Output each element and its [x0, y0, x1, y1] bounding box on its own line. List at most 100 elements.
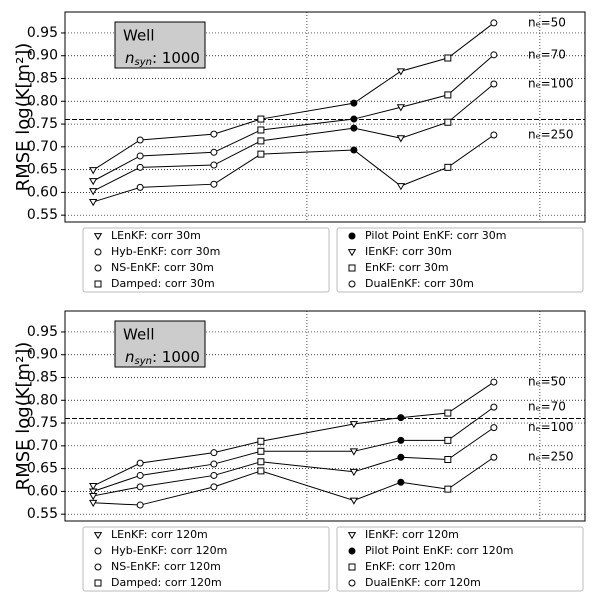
marker [490, 19, 498, 27]
marker [136, 152, 144, 160]
marker [444, 163, 452, 171]
marker [89, 188, 98, 196]
annotation-subscript: syn [135, 356, 152, 367]
marker [490, 51, 498, 59]
marker [89, 199, 98, 207]
marker [490, 80, 498, 88]
marker [257, 137, 265, 145]
series-label: nₑ=70 [528, 400, 566, 414]
marker [350, 115, 358, 123]
legend-box [336, 526, 584, 592]
series-line [92, 22, 495, 171]
marker [444, 54, 452, 62]
legend-label: Hyb-EnKF: corr 120m [111, 544, 227, 557]
marker [490, 378, 498, 386]
y-tick-label: 0.90 [27, 347, 58, 363]
legend-label: Damped: corr 120m [111, 576, 222, 589]
marker [210, 449, 218, 457]
marker [94, 280, 102, 288]
marker [89, 178, 98, 186]
y-tick-label: 0.95 [27, 324, 58, 340]
marker [210, 483, 218, 491]
y-tick-label: 0.80 [27, 93, 58, 109]
series-line [93, 456, 495, 506]
series-line [92, 381, 495, 487]
marker [136, 459, 144, 467]
marker [350, 99, 358, 107]
marker [396, 68, 406, 76]
y-tick-label: 0.60 [27, 483, 58, 499]
marker [210, 471, 218, 479]
marker [444, 485, 452, 493]
marker [89, 483, 98, 491]
marker [89, 488, 98, 496]
series-label: nₑ=100 [528, 76, 574, 90]
legend-label: NS-EnKF: corr 120m [111, 560, 221, 573]
annotation-symbol: n [125, 348, 135, 366]
marker [444, 91, 452, 99]
marker [93, 233, 103, 241]
marker [350, 146, 358, 154]
marker [257, 447, 265, 455]
marker [89, 499, 98, 508]
marker [136, 483, 144, 491]
legend-box [336, 227, 584, 293]
marker [396, 183, 406, 191]
marker [444, 409, 452, 417]
y-tick-label: 0.75 [27, 415, 58, 431]
marker [349, 468, 359, 477]
annotation-box [114, 21, 206, 69]
marker [490, 453, 498, 461]
marker [350, 124, 358, 132]
marker [93, 532, 103, 540]
y-tick-label: 0.85 [27, 370, 58, 386]
series-line [93, 427, 495, 497]
marker [136, 183, 144, 191]
legend-label: EnKF: corr 120m [365, 560, 456, 573]
series-line [93, 406, 495, 492]
series-line [92, 54, 495, 182]
marker [136, 136, 144, 144]
y-tick-label: 0.70 [27, 438, 58, 454]
y-tick-label: 0.90 [27, 48, 58, 64]
y-tick-label: 0.75 [27, 116, 58, 132]
series-label: nₑ=250 [528, 127, 574, 141]
marker [348, 579, 356, 587]
series-line [93, 134, 495, 203]
marker [257, 458, 265, 466]
series-label: nₑ=50 [528, 375, 566, 389]
marker [490, 403, 498, 411]
marker [257, 115, 265, 123]
marker [136, 471, 144, 479]
y-tick-label: 0.60 [27, 184, 58, 200]
annotation-symbol: n [125, 49, 135, 67]
marker [210, 460, 218, 468]
legend-box [82, 227, 330, 293]
series-label: nₑ=70 [528, 47, 566, 61]
series-label: nₑ=100 [528, 420, 574, 434]
marker [347, 249, 357, 257]
marker [396, 135, 406, 143]
marker [490, 131, 498, 139]
plot-frame [64, 11, 586, 223]
marker [257, 437, 265, 445]
marker [257, 467, 265, 475]
y-axis-label: RMSE log(K[m²]) [13, 342, 34, 491]
marker [94, 264, 102, 272]
marker [444, 118, 452, 126]
legend-label: IEnKF: corr 120m [365, 528, 459, 541]
marker [348, 232, 356, 240]
y-tick-label: 0.70 [27, 139, 58, 155]
legend-label: LEnKF: corr 120m [111, 528, 208, 541]
series-line [92, 83, 495, 192]
marker [397, 478, 405, 486]
annotation-text: nsyn: 1000 [125, 49, 200, 69]
y-tick-label: 0.65 [27, 461, 58, 477]
legend-label: DualEnKF: corr 120m [365, 576, 481, 589]
y-tick-label: 0.55 [27, 207, 58, 223]
y-tick-label: 0.65 [27, 162, 58, 178]
marker [136, 163, 144, 171]
legend-label: Pilot Point EnKF: corr 30m [365, 229, 507, 242]
annotation-box [114, 320, 206, 368]
